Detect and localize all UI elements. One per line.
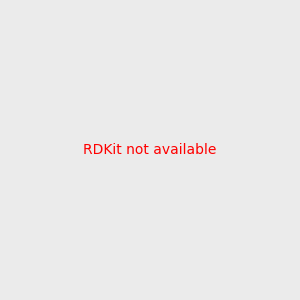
Text: RDKit not available: RDKit not available [83, 143, 217, 157]
